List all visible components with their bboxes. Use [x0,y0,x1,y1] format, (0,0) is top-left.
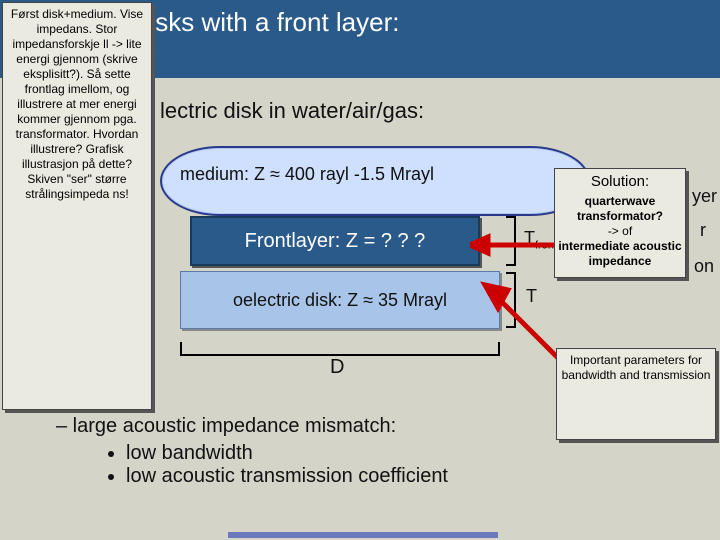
sticky-note-right-bottom: Important parameters for bandwidth and t… [556,348,716,440]
footer-block: – large acoustic impedance mismatch: low… [56,415,616,488]
d-dimension-line [180,342,500,356]
piezo-box: oelectric disk: Z ≈ 35 Mrayl [180,271,500,329]
footer-bullet-2: low acoustic transmission coefficient [126,465,616,488]
diagram-subheading: lectric disk in water/air/gas: [160,98,640,124]
stray-yer: yer [692,186,717,207]
sticky-note-left-text: Først disk+medium. Vise impedans. Stor i… [11,7,143,201]
note-r1-l4: intermediate acoustic impedance [557,239,683,269]
medium-text: medium: Z ≈ 400 rayl -1.5 Mrayl [180,164,434,185]
piezo-text: oelectric disk: Z ≈ 35 Mrayl [233,290,447,311]
note-r1-l3: -> of [557,224,683,239]
frontlayer-box: Frontlayer: Z = ? ? ? [190,216,480,266]
bottom-accent-bar [228,532,498,538]
note-r1-l1: Solution: [557,173,683,192]
sticky-note-right-top: Solution: quarterwave transformator? -> … [554,168,686,278]
footer-line: – large acoustic impedance mismatch: [56,415,616,438]
label-d: D [330,356,344,379]
frontlayer-text: Frontlayer: Z = ? ? ? [245,230,426,253]
sticky-note-left: Først disk+medium. Vise impedans. Stor i… [2,2,152,410]
stray-r: r [700,220,706,241]
note-r2-text: Important parameters for bandwidth and t… [562,353,711,382]
note-r1-l2: quarterwave transformator? [557,194,683,224]
stray-on: on [694,256,714,277]
footer-bullet-1: low bandwidth [126,442,616,465]
